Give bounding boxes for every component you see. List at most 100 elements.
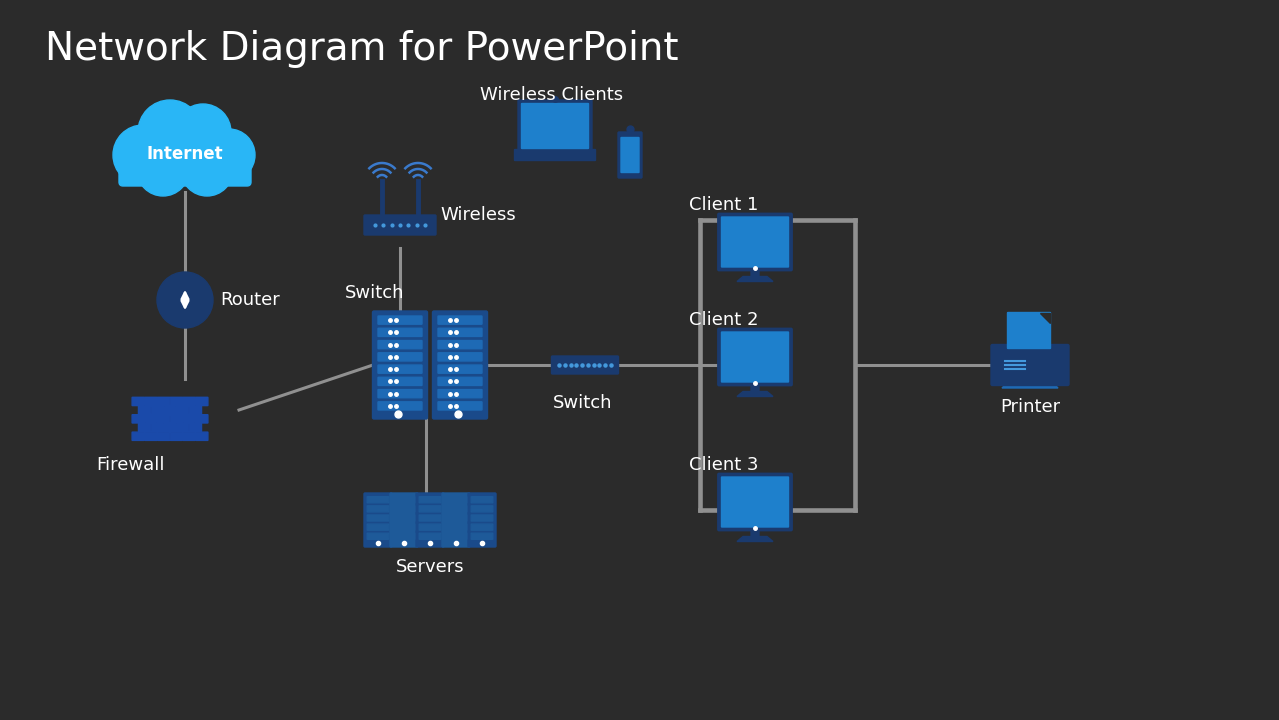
FancyBboxPatch shape — [119, 146, 251, 186]
FancyBboxPatch shape — [379, 402, 422, 410]
FancyBboxPatch shape — [132, 415, 145, 423]
FancyBboxPatch shape — [138, 406, 151, 414]
Text: Router: Router — [220, 291, 280, 309]
FancyBboxPatch shape — [393, 497, 414, 503]
FancyBboxPatch shape — [751, 528, 758, 538]
FancyBboxPatch shape — [379, 390, 422, 397]
FancyBboxPatch shape — [471, 515, 492, 521]
Circle shape — [137, 144, 189, 196]
Polygon shape — [737, 536, 773, 541]
FancyBboxPatch shape — [518, 100, 592, 152]
FancyBboxPatch shape — [170, 432, 183, 441]
FancyBboxPatch shape — [189, 423, 202, 432]
Circle shape — [157, 122, 214, 178]
FancyBboxPatch shape — [432, 311, 487, 419]
FancyBboxPatch shape — [751, 268, 758, 278]
FancyBboxPatch shape — [183, 415, 196, 423]
FancyBboxPatch shape — [196, 397, 208, 405]
Polygon shape — [737, 392, 773, 397]
FancyBboxPatch shape — [420, 506, 441, 512]
FancyBboxPatch shape — [379, 316, 422, 324]
FancyBboxPatch shape — [367, 524, 389, 530]
FancyBboxPatch shape — [393, 524, 414, 530]
FancyBboxPatch shape — [437, 377, 482, 385]
FancyBboxPatch shape — [145, 415, 157, 423]
FancyBboxPatch shape — [445, 515, 467, 521]
Circle shape — [138, 100, 202, 164]
Text: Servers: Servers — [395, 558, 464, 576]
FancyBboxPatch shape — [393, 506, 414, 512]
FancyBboxPatch shape — [379, 353, 422, 361]
FancyBboxPatch shape — [157, 432, 170, 441]
FancyBboxPatch shape — [468, 493, 496, 547]
FancyBboxPatch shape — [437, 402, 482, 410]
Text: Client 3: Client 3 — [689, 456, 758, 474]
FancyBboxPatch shape — [379, 328, 422, 336]
FancyBboxPatch shape — [157, 397, 170, 405]
FancyBboxPatch shape — [437, 390, 482, 397]
FancyBboxPatch shape — [445, 524, 467, 530]
FancyBboxPatch shape — [721, 477, 788, 527]
Text: Printer: Printer — [1000, 398, 1060, 416]
FancyBboxPatch shape — [177, 423, 189, 432]
Circle shape — [182, 144, 233, 196]
FancyBboxPatch shape — [367, 515, 389, 521]
FancyBboxPatch shape — [991, 344, 1069, 385]
FancyBboxPatch shape — [437, 341, 482, 348]
FancyBboxPatch shape — [514, 150, 596, 161]
Text: Client 1: Client 1 — [689, 196, 758, 214]
FancyBboxPatch shape — [718, 328, 792, 386]
Text: Network Diagram for PowerPoint: Network Diagram for PowerPoint — [45, 30, 678, 68]
FancyBboxPatch shape — [365, 215, 436, 235]
FancyBboxPatch shape — [170, 415, 183, 423]
FancyBboxPatch shape — [189, 406, 202, 414]
FancyBboxPatch shape — [372, 311, 427, 419]
FancyBboxPatch shape — [138, 423, 151, 432]
FancyBboxPatch shape — [437, 316, 482, 324]
FancyBboxPatch shape — [751, 383, 758, 393]
Text: Wireless: Wireless — [440, 206, 515, 224]
FancyBboxPatch shape — [390, 493, 418, 547]
FancyBboxPatch shape — [445, 534, 467, 539]
FancyBboxPatch shape — [718, 473, 792, 531]
FancyBboxPatch shape — [1008, 312, 1050, 348]
FancyBboxPatch shape — [170, 397, 183, 405]
Text: Client 2: Client 2 — [689, 311, 758, 329]
FancyBboxPatch shape — [718, 213, 792, 271]
FancyBboxPatch shape — [622, 138, 640, 173]
FancyBboxPatch shape — [618, 132, 642, 178]
FancyBboxPatch shape — [145, 432, 157, 441]
FancyBboxPatch shape — [416, 493, 444, 547]
Text: Switch: Switch — [345, 284, 404, 302]
FancyBboxPatch shape — [420, 524, 441, 530]
FancyBboxPatch shape — [132, 397, 145, 405]
Polygon shape — [1001, 380, 1058, 388]
FancyBboxPatch shape — [445, 497, 467, 503]
Circle shape — [157, 272, 214, 328]
FancyBboxPatch shape — [443, 493, 469, 547]
FancyBboxPatch shape — [157, 415, 170, 423]
FancyBboxPatch shape — [393, 515, 414, 521]
Text: Switch: Switch — [554, 394, 613, 412]
Polygon shape — [737, 276, 773, 282]
FancyBboxPatch shape — [393, 534, 414, 539]
FancyBboxPatch shape — [183, 397, 196, 405]
FancyBboxPatch shape — [367, 506, 389, 512]
FancyBboxPatch shape — [379, 341, 422, 348]
FancyBboxPatch shape — [183, 432, 196, 441]
FancyBboxPatch shape — [365, 493, 391, 547]
FancyBboxPatch shape — [437, 365, 482, 373]
FancyBboxPatch shape — [721, 217, 788, 267]
FancyBboxPatch shape — [132, 432, 145, 441]
FancyBboxPatch shape — [164, 406, 177, 414]
FancyBboxPatch shape — [379, 377, 422, 385]
Text: Wireless Clients: Wireless Clients — [480, 86, 623, 104]
FancyBboxPatch shape — [471, 534, 492, 539]
FancyBboxPatch shape — [437, 353, 482, 361]
FancyBboxPatch shape — [420, 497, 441, 503]
Circle shape — [175, 104, 231, 160]
FancyBboxPatch shape — [145, 397, 157, 405]
FancyBboxPatch shape — [551, 356, 619, 374]
Circle shape — [113, 125, 173, 185]
FancyBboxPatch shape — [420, 515, 441, 521]
